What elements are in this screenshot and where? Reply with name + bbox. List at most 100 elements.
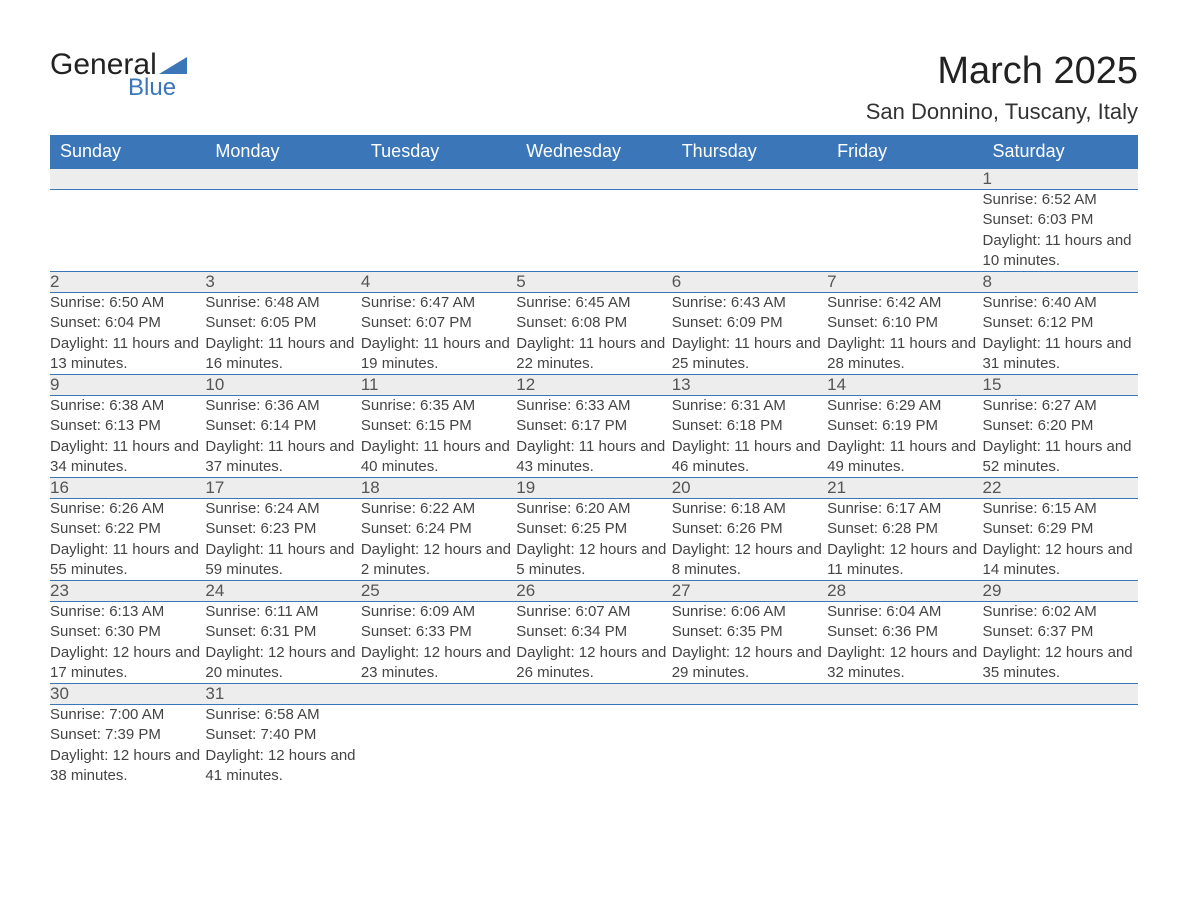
day-detail-cell: Sunrise: 6:06 AMSunset: 6:35 PMDaylight:… (672, 602, 827, 684)
daylight-text: Daylight: 12 hours and 35 minutes. (983, 643, 1138, 684)
daylight-text: Daylight: 12 hours and 8 minutes. (672, 540, 827, 581)
day-number-cell: 31 (205, 684, 360, 705)
daylight-text: Daylight: 11 hours and 28 minutes. (827, 334, 982, 375)
day-number-cell: 4 (361, 272, 516, 293)
daylight-text: Daylight: 11 hours and 59 minutes. (205, 540, 360, 581)
day-number-cell: 21 (827, 478, 982, 499)
day-number-cell (361, 684, 516, 705)
day-detail-cell: Sunrise: 6:36 AMSunset: 6:14 PMDaylight:… (205, 396, 360, 478)
sunrise-text: Sunrise: 6:17 AM (827, 499, 982, 519)
day-detail-cell (983, 705, 1138, 787)
day-number-cell: 2 (50, 272, 205, 293)
day-detail-row: Sunrise: 7:00 AMSunset: 7:39 PMDaylight:… (50, 705, 1138, 787)
day-number-cell (827, 169, 982, 190)
day-detail-cell: Sunrise: 6:52 AMSunset: 6:03 PMDaylight:… (983, 190, 1138, 272)
day-number-cell: 9 (50, 375, 205, 396)
day-number-row: 9101112131415 (50, 375, 1138, 396)
sunset-text: Sunset: 6:04 PM (50, 313, 205, 333)
day-detail-cell: Sunrise: 6:27 AMSunset: 6:20 PMDaylight:… (983, 396, 1138, 478)
sunrise-text: Sunrise: 6:40 AM (983, 293, 1138, 313)
day-detail-cell: Sunrise: 6:13 AMSunset: 6:30 PMDaylight:… (50, 602, 205, 684)
sunset-text: Sunset: 6:25 PM (516, 519, 671, 539)
sunset-text: Sunset: 6:31 PM (205, 622, 360, 642)
daylight-text: Daylight: 11 hours and 52 minutes. (983, 437, 1138, 478)
daylight-text: Daylight: 11 hours and 46 minutes. (672, 437, 827, 478)
day-detail-cell (50, 190, 205, 272)
weekday-header: Friday (827, 135, 982, 169)
day-detail-cell (361, 705, 516, 787)
day-detail-cell (516, 705, 671, 787)
daylight-text: Daylight: 12 hours and 14 minutes. (983, 540, 1138, 581)
day-detail-cell: Sunrise: 6:17 AMSunset: 6:28 PMDaylight:… (827, 499, 982, 581)
daylight-text: Daylight: 11 hours and 55 minutes. (50, 540, 205, 581)
daylight-text: Daylight: 11 hours and 49 minutes. (827, 437, 982, 478)
day-number-cell: 10 (205, 375, 360, 396)
sunrise-text: Sunrise: 6:47 AM (361, 293, 516, 313)
day-number-cell: 12 (516, 375, 671, 396)
day-number-cell (50, 169, 205, 190)
daylight-text: Daylight: 11 hours and 40 minutes. (361, 437, 516, 478)
day-number-cell (827, 684, 982, 705)
day-number-cell (672, 684, 827, 705)
day-number-cell: 11 (361, 375, 516, 396)
sunrise-text: Sunrise: 6:35 AM (361, 396, 516, 416)
day-detail-row: Sunrise: 6:50 AMSunset: 6:04 PMDaylight:… (50, 293, 1138, 375)
day-number-row: 1 (50, 169, 1138, 190)
day-number-cell: 18 (361, 478, 516, 499)
sunset-text: Sunset: 6:17 PM (516, 416, 671, 436)
day-detail-cell: Sunrise: 6:07 AMSunset: 6:34 PMDaylight:… (516, 602, 671, 684)
sunset-text: Sunset: 6:33 PM (361, 622, 516, 642)
sunset-text: Sunset: 6:24 PM (361, 519, 516, 539)
day-number-cell: 17 (205, 478, 360, 499)
sunset-text: Sunset: 6:14 PM (205, 416, 360, 436)
day-number-cell: 1 (983, 169, 1138, 190)
day-detail-cell: Sunrise: 6:24 AMSunset: 6:23 PMDaylight:… (205, 499, 360, 581)
daylight-text: Daylight: 11 hours and 37 minutes. (205, 437, 360, 478)
day-number-cell: 7 (827, 272, 982, 293)
weekday-header: Saturday (983, 135, 1138, 169)
title-block: March 2025 San Donnino, Tuscany, Italy (866, 50, 1138, 125)
daylight-text: Daylight: 11 hours and 19 minutes. (361, 334, 516, 375)
sunset-text: Sunset: 6:34 PM (516, 622, 671, 642)
sunrise-text: Sunrise: 6:15 AM (983, 499, 1138, 519)
day-detail-cell (827, 190, 982, 272)
daylight-text: Daylight: 12 hours and 23 minutes. (361, 643, 516, 684)
day-detail-cell: Sunrise: 6:11 AMSunset: 6:31 PMDaylight:… (205, 602, 360, 684)
sunrise-text: Sunrise: 6:27 AM (983, 396, 1138, 416)
sunset-text: Sunset: 6:22 PM (50, 519, 205, 539)
daylight-text: Daylight: 11 hours and 16 minutes. (205, 334, 360, 375)
sunrise-text: Sunrise: 6:52 AM (983, 190, 1138, 210)
sunrise-text: Sunrise: 7:00 AM (50, 705, 205, 725)
day-number-cell (205, 169, 360, 190)
sunset-text: Sunset: 6:30 PM (50, 622, 205, 642)
day-number-row: 3031 (50, 684, 1138, 705)
day-number-cell: 25 (361, 581, 516, 602)
day-detail-cell: Sunrise: 6:43 AMSunset: 6:09 PMDaylight:… (672, 293, 827, 375)
day-detail-cell: Sunrise: 6:38 AMSunset: 6:13 PMDaylight:… (50, 396, 205, 478)
weekday-header: Monday (205, 135, 360, 169)
day-detail-cell: Sunrise: 6:50 AMSunset: 6:04 PMDaylight:… (50, 293, 205, 375)
day-number-cell: 3 (205, 272, 360, 293)
sunrise-text: Sunrise: 6:07 AM (516, 602, 671, 622)
day-detail-cell: Sunrise: 6:18 AMSunset: 6:26 PMDaylight:… (672, 499, 827, 581)
day-number-cell (361, 169, 516, 190)
day-detail-cell: Sunrise: 6:31 AMSunset: 6:18 PMDaylight:… (672, 396, 827, 478)
logo: General Blue (50, 50, 187, 100)
day-detail-cell (827, 705, 982, 787)
day-number-cell: 20 (672, 478, 827, 499)
daylight-text: Daylight: 12 hours and 41 minutes. (205, 746, 360, 787)
sunrise-text: Sunrise: 6:02 AM (983, 602, 1138, 622)
day-number-cell (516, 169, 671, 190)
sunrise-text: Sunrise: 6:45 AM (516, 293, 671, 313)
weekday-header: Tuesday (361, 135, 516, 169)
sunset-text: Sunset: 6:07 PM (361, 313, 516, 333)
location-subtitle: San Donnino, Tuscany, Italy (866, 99, 1138, 125)
sunset-text: Sunset: 6:28 PM (827, 519, 982, 539)
sunrise-text: Sunrise: 6:11 AM (205, 602, 360, 622)
sunrise-text: Sunrise: 6:13 AM (50, 602, 205, 622)
day-number-row: 16171819202122 (50, 478, 1138, 499)
sunrise-text: Sunrise: 6:26 AM (50, 499, 205, 519)
day-detail-cell: Sunrise: 6:45 AMSunset: 6:08 PMDaylight:… (516, 293, 671, 375)
sunrise-text: Sunrise: 6:04 AM (827, 602, 982, 622)
sunset-text: Sunset: 6:18 PM (672, 416, 827, 436)
